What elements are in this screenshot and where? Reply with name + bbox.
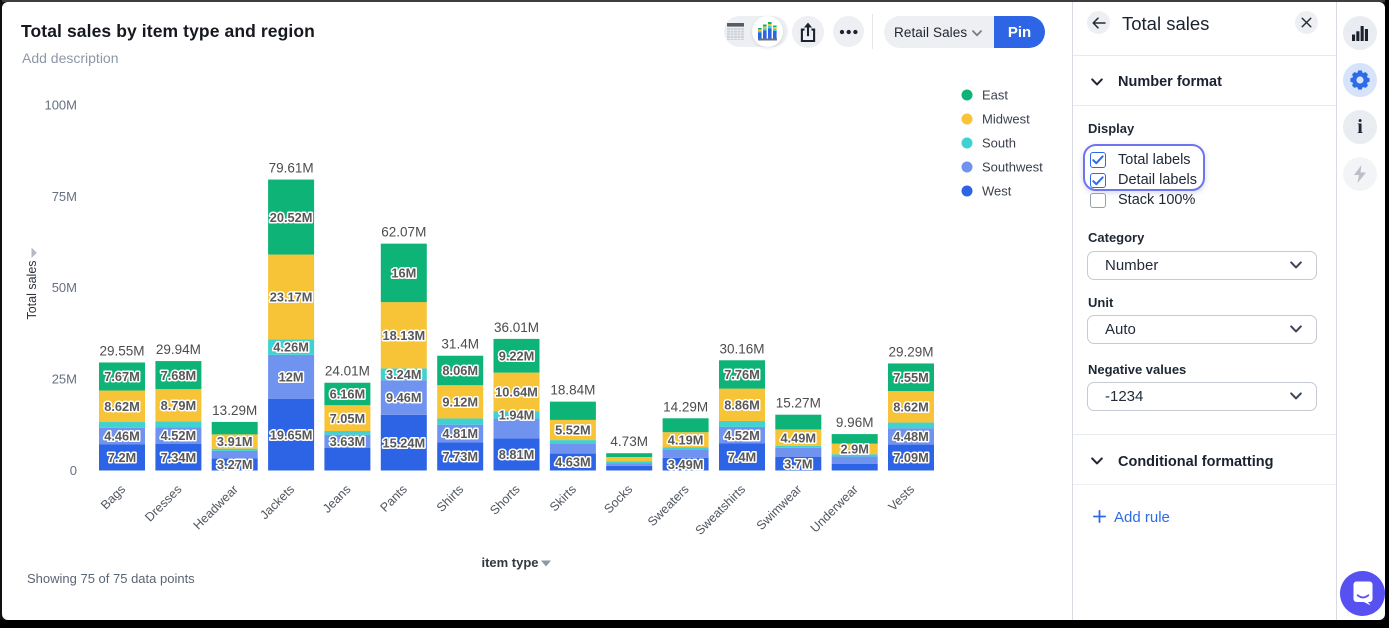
svg-text:3.27M: 3.27M: [217, 457, 253, 472]
svg-text:19.65M: 19.65M: [270, 427, 313, 442]
svg-text:item type: item type: [481, 555, 538, 570]
svg-text:29.55M: 29.55M: [99, 344, 144, 359]
svg-text:15.27M: 15.27M: [776, 396, 821, 411]
svg-text:3.24M: 3.24M: [386, 367, 422, 382]
svg-text:50M: 50M: [52, 280, 77, 295]
svg-text:9.46M: 9.46M: [386, 390, 422, 405]
svg-text:Dresses: Dresses: [142, 482, 184, 524]
svg-text:20.52M: 20.52M: [270, 210, 313, 225]
svg-text:Underwear: Underwear: [808, 482, 861, 535]
svg-text:0: 0: [70, 463, 77, 478]
svg-text:29.29M: 29.29M: [888, 344, 933, 359]
svg-text:9.96M: 9.96M: [836, 415, 874, 430]
svg-text:7.68M: 7.68M: [161, 368, 197, 383]
svg-text:7.05M: 7.05M: [330, 411, 366, 426]
svg-text:8.86M: 8.86M: [724, 398, 760, 413]
svg-text:4.46M: 4.46M: [104, 429, 140, 444]
svg-text:18.84M: 18.84M: [550, 383, 595, 398]
svg-text:4.49M: 4.49M: [781, 430, 817, 445]
svg-text:7.76M: 7.76M: [724, 367, 760, 382]
svg-text:16M: 16M: [391, 266, 416, 281]
svg-text:Headwear: Headwear: [191, 482, 241, 532]
svg-text:Jackets: Jackets: [257, 482, 297, 522]
svg-text:8.62M: 8.62M: [893, 400, 929, 415]
svg-text:4.52M: 4.52M: [161, 428, 197, 443]
svg-text:4.26M: 4.26M: [273, 340, 309, 355]
svg-text:6.16M: 6.16M: [330, 387, 366, 402]
svg-text:4.81M: 4.81M: [442, 426, 478, 441]
svg-text:Midwest: Midwest: [982, 112, 1030, 127]
svg-text:Jeans: Jeans: [320, 482, 353, 515]
svg-text:7.4M: 7.4M: [728, 450, 756, 465]
svg-text:4.19M: 4.19M: [668, 433, 704, 448]
svg-text:Shorts: Shorts: [487, 482, 522, 517]
svg-text:18.13M: 18.13M: [382, 328, 425, 343]
svg-text:12M: 12M: [279, 369, 304, 384]
svg-text:Shirts: Shirts: [434, 482, 466, 514]
svg-text:4.48M: 4.48M: [893, 429, 929, 444]
svg-text:7.09M: 7.09M: [893, 450, 929, 465]
svg-text:3.91M: 3.91M: [217, 434, 253, 449]
svg-text:29.94M: 29.94M: [156, 342, 201, 357]
svg-text:Skirts: Skirts: [547, 482, 579, 514]
svg-text:31.4M: 31.4M: [441, 337, 479, 352]
svg-text:7.55M: 7.55M: [893, 370, 929, 385]
svg-text:West: West: [982, 184, 1012, 199]
svg-text:14.29M: 14.29M: [663, 399, 708, 414]
svg-text:3.49M: 3.49M: [668, 457, 704, 472]
svg-text:24.01M: 24.01M: [325, 364, 370, 379]
svg-text:62.07M: 62.07M: [381, 225, 426, 240]
svg-text:4.52M: 4.52M: [724, 428, 760, 443]
svg-text:1.94M: 1.94M: [499, 408, 535, 423]
svg-text:7.34M: 7.34M: [161, 450, 197, 465]
svg-text:Showing 75 of 75 data points: Showing 75 of 75 data points: [27, 571, 195, 586]
svg-text:Sweaters: Sweaters: [645, 482, 692, 529]
svg-text:2.9M: 2.9M: [840, 442, 868, 457]
svg-text:East: East: [982, 88, 1008, 103]
svg-text:25M: 25M: [52, 372, 77, 387]
svg-text:8.79M: 8.79M: [161, 398, 197, 413]
svg-text:15.24M: 15.24M: [382, 435, 425, 450]
svg-text:10.64M: 10.64M: [495, 385, 538, 400]
svg-text:Southwest: Southwest: [982, 160, 1043, 175]
svg-text:30.16M: 30.16M: [719, 341, 764, 356]
svg-text:Sweatshirts: Sweatshirts: [693, 482, 749, 538]
svg-text:Bags: Bags: [98, 482, 128, 512]
svg-text:23.17M: 23.17M: [270, 290, 313, 305]
svg-text:9.12M: 9.12M: [442, 395, 478, 410]
svg-text:Vests: Vests: [886, 482, 918, 514]
svg-text:36.01M: 36.01M: [494, 320, 539, 335]
svg-text:4.63M: 4.63M: [555, 455, 591, 470]
svg-text:8.81M: 8.81M: [499, 447, 535, 462]
svg-text:Total sales: Total sales: [25, 260, 39, 319]
svg-text:4.73M: 4.73M: [610, 434, 648, 449]
svg-text:7.2M: 7.2M: [108, 450, 136, 465]
svg-text:3.63M: 3.63M: [330, 434, 366, 449]
svg-text:100M: 100M: [44, 98, 77, 113]
svg-text:South: South: [982, 136, 1016, 151]
svg-text:9.22M: 9.22M: [499, 348, 535, 363]
svg-text:7.73M: 7.73M: [442, 449, 478, 464]
svg-text:5.52M: 5.52M: [555, 423, 591, 438]
svg-text:79.61M: 79.61M: [269, 161, 314, 176]
svg-text:13.29M: 13.29M: [212, 403, 257, 418]
svg-text:8.62M: 8.62M: [104, 399, 140, 414]
svg-text:75M: 75M: [52, 189, 77, 204]
svg-text:8.06M: 8.06M: [442, 363, 478, 378]
svg-text:Pants: Pants: [377, 482, 410, 515]
svg-text:7.67M: 7.67M: [104, 369, 140, 384]
svg-text:Socks: Socks: [601, 482, 635, 516]
svg-text:Swimwear: Swimwear: [754, 482, 805, 533]
svg-text:3.7M: 3.7M: [784, 456, 812, 471]
